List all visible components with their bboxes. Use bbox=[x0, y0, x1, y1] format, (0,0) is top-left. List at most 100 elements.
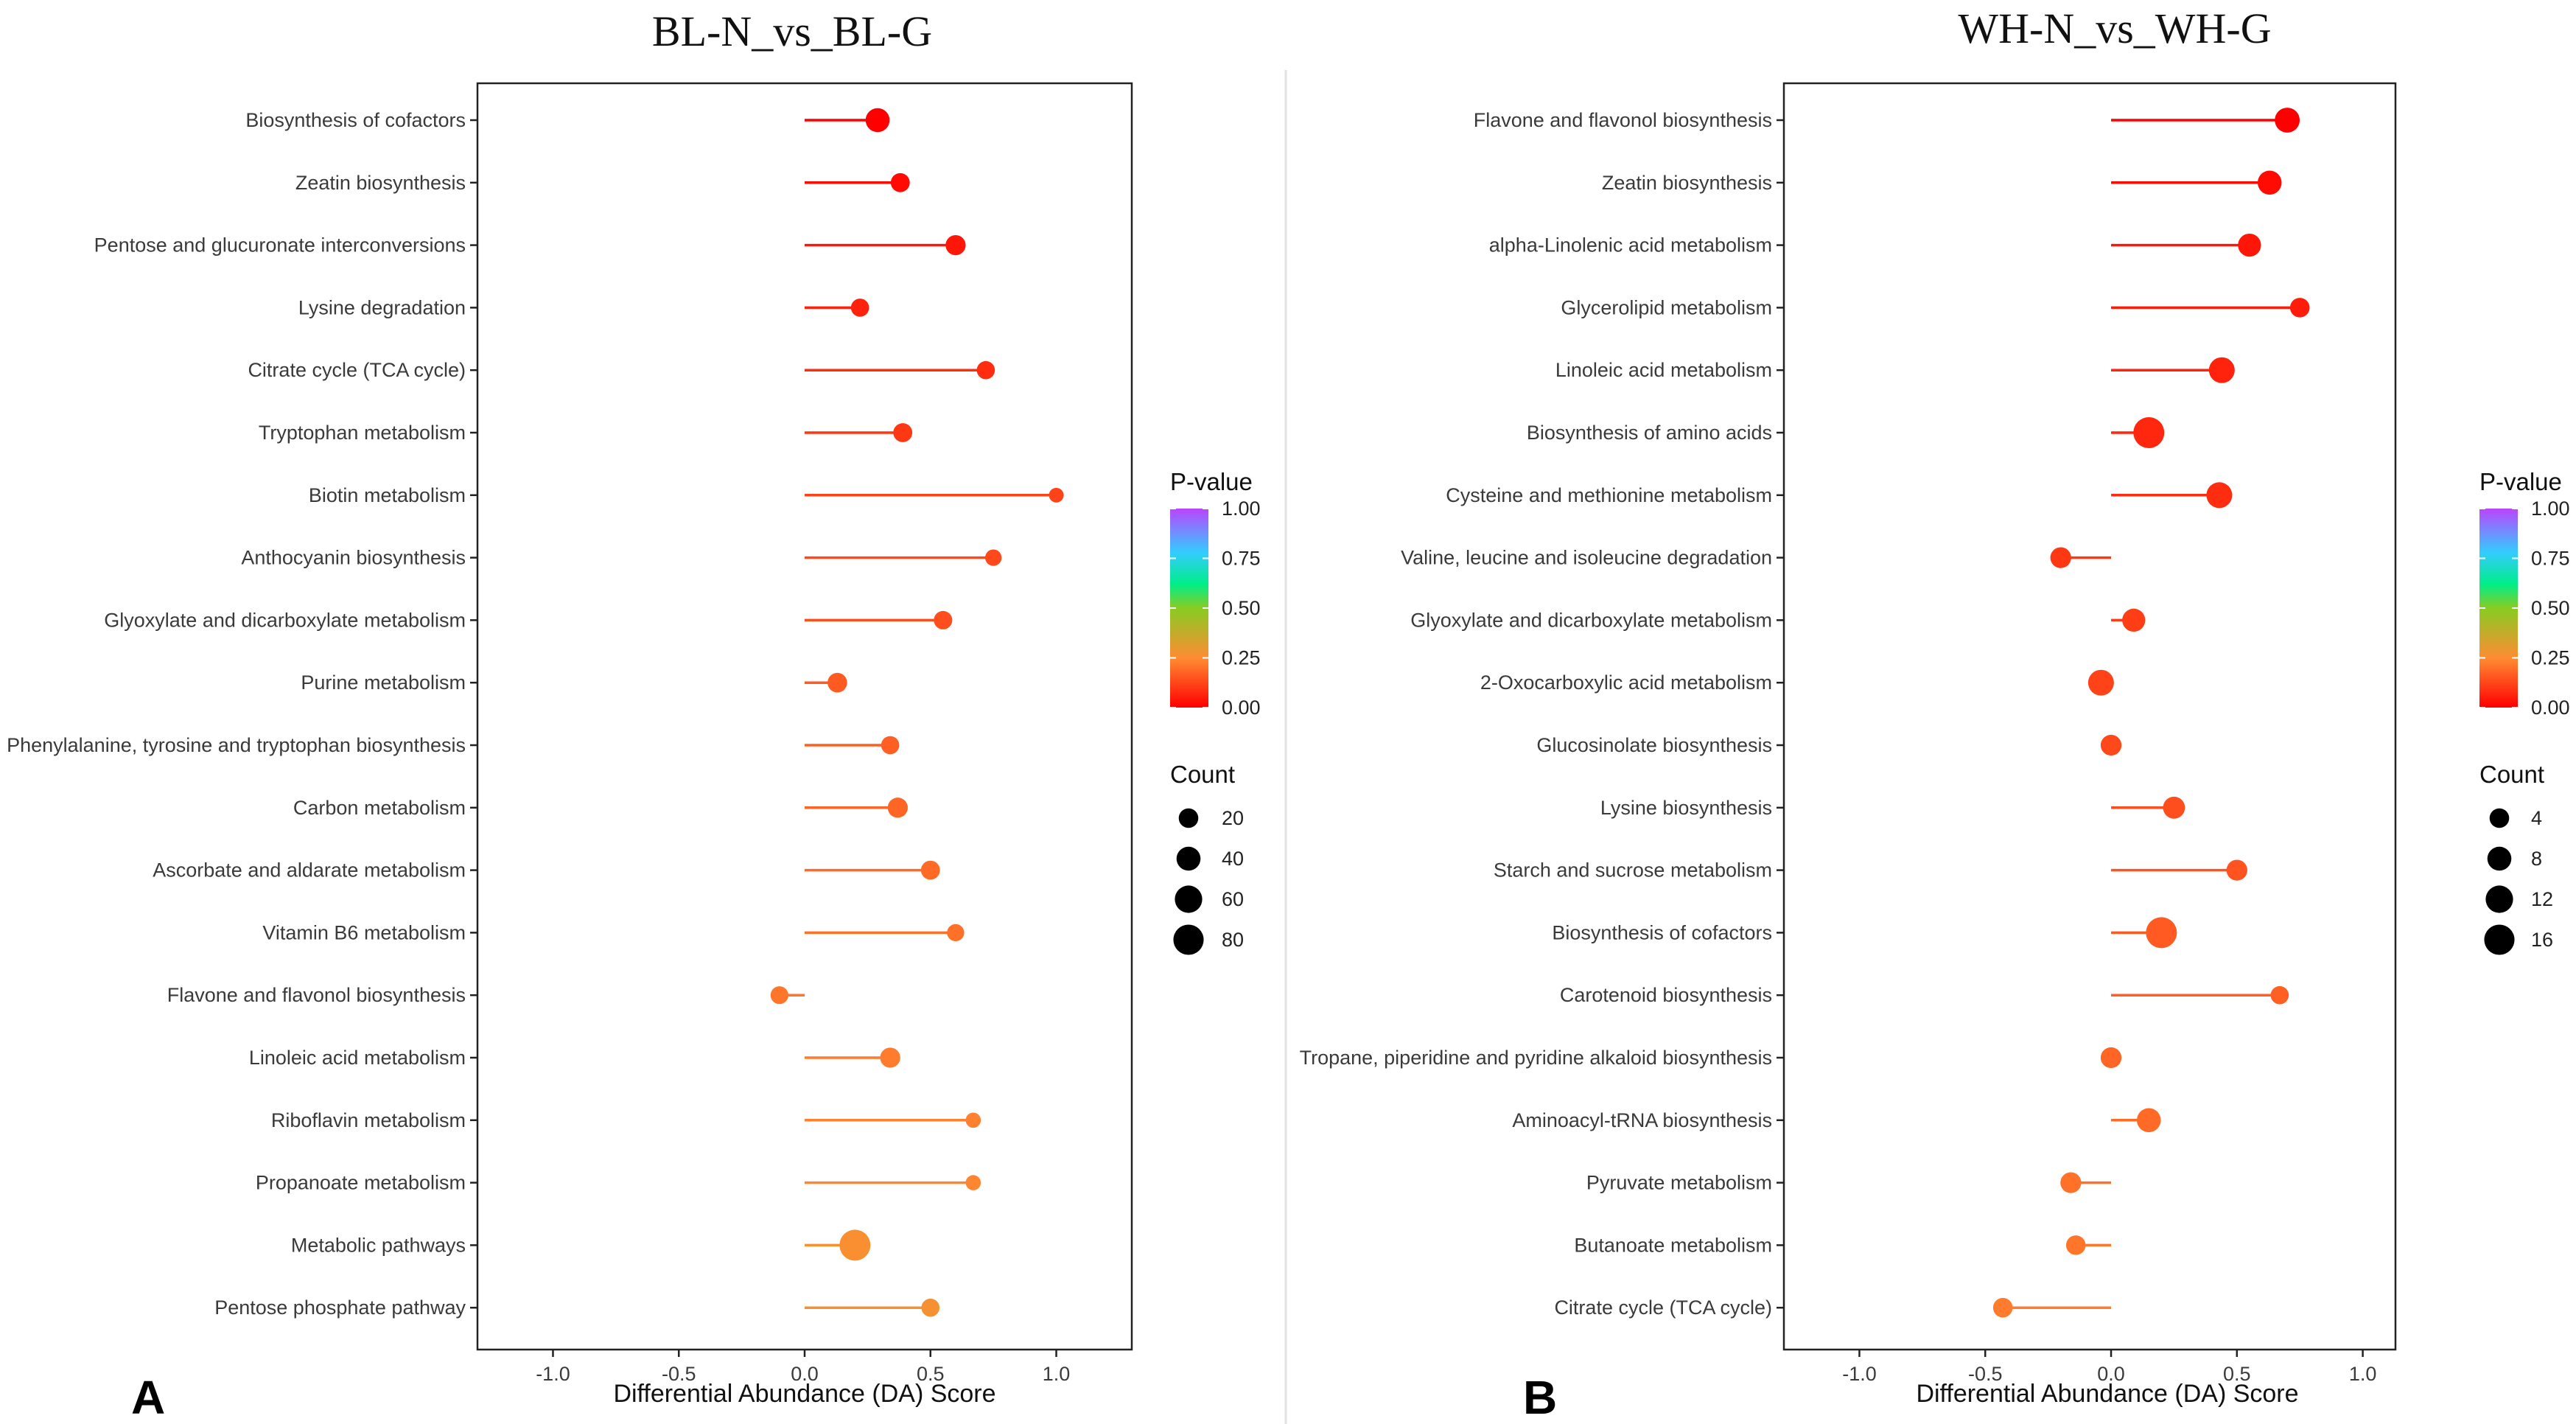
colorbar-tick-label: 0.50 bbox=[2531, 597, 2570, 619]
y-tick-label: Flavone and flavonol biosynthesis bbox=[167, 984, 466, 1006]
lollipop-point bbox=[1992, 1297, 2013, 1318]
count-legend-label: 60 bbox=[1222, 888, 1244, 910]
y-tick-label: Biotin metabolism bbox=[309, 484, 466, 506]
chart-panel-b: WH-N_vs_WH-G Flavone and flavonol biosyn… bbox=[1300, 4, 2570, 1424]
lollipop-point bbox=[1049, 487, 1064, 503]
count-legend-dot bbox=[2487, 846, 2512, 871]
y-tick-label: Pentose phosphate pathway bbox=[214, 1296, 466, 1319]
lollipop-point bbox=[2050, 547, 2071, 568]
colorbar-tick-label: 0.50 bbox=[1222, 597, 1261, 619]
colorbar-tick-label: 1.00 bbox=[1222, 498, 1261, 520]
y-tick-label: Lysine biosynthesis bbox=[1600, 797, 1772, 819]
x-tick-label: 0.0 bbox=[2097, 1363, 2125, 1385]
y-tick-label: Tropane, piperidine and pyridine alkaloi… bbox=[1300, 1047, 1772, 1069]
count-legend-dot bbox=[2484, 924, 2515, 955]
count-legend: Count 20 40 60 80 bbox=[1170, 761, 1244, 955]
y-tick-label: Purine metabolism bbox=[301, 671, 466, 694]
panel-label: A bbox=[131, 1371, 165, 1424]
chart-title: BL-N_vs_BL-G bbox=[652, 7, 932, 55]
y-tick-label: Citrate cycle (TCA cycle) bbox=[1554, 1296, 1772, 1319]
count-legend-label: 20 bbox=[1222, 807, 1244, 829]
lollipop-point bbox=[2122, 608, 2146, 632]
y-tick-label: Cysteine and methionine metabolism bbox=[1446, 484, 1772, 506]
y-tick-label: Tryptophan metabolism bbox=[259, 422, 466, 444]
y-tick-label: Starch and sucrose metabolism bbox=[1494, 859, 1772, 882]
count-legend: Count 4 8 12 16 bbox=[2479, 761, 2553, 955]
colorbar-tick-label: 0.75 bbox=[1222, 548, 1261, 570]
lollipop-point bbox=[2100, 1047, 2122, 1069]
plot-frame bbox=[476, 82, 1133, 1351]
lollipop-point bbox=[2226, 859, 2247, 881]
x-tick-label: -1.0 bbox=[1842, 1363, 1877, 1385]
lollipop-point bbox=[2087, 669, 2114, 696]
colorbar-tick-label: 0.75 bbox=[2531, 548, 2570, 570]
count-legend-dot bbox=[2485, 885, 2513, 913]
pvalue-legend-title: P-value bbox=[2479, 468, 2562, 495]
count-legend-label: 16 bbox=[2531, 929, 2553, 951]
y-tick-label: Glyoxylate and dicarboxylate metabolism bbox=[104, 609, 466, 631]
lollipop-point bbox=[2100, 734, 2122, 756]
y-tick-label: Pentose and glucuronate interconversions bbox=[94, 234, 466, 256]
x-tick-label: 0.0 bbox=[791, 1363, 819, 1385]
y-tick-label: Butanoate metabolism bbox=[1574, 1234, 1772, 1256]
y-tick-label: Vitamin B6 metabolism bbox=[262, 921, 466, 943]
panel-label: B bbox=[1523, 1371, 1557, 1424]
count-legend-label: 40 bbox=[1222, 848, 1244, 870]
lollipop-point bbox=[945, 234, 966, 256]
lollipop-point bbox=[2270, 985, 2289, 1005]
y-tick-label: Carbon metabolism bbox=[293, 797, 466, 819]
count-legend-dot bbox=[1178, 808, 1199, 828]
lollipop-point bbox=[887, 797, 909, 818]
lollipop-point bbox=[2238, 233, 2261, 257]
count-legend-label: 8 bbox=[2531, 848, 2542, 870]
x-tick-label: 1.0 bbox=[2349, 1363, 2377, 1385]
lollipop-point bbox=[880, 1047, 900, 1068]
lollipop-point bbox=[934, 610, 953, 629]
lollipop-point bbox=[921, 1298, 940, 1317]
lollipop-point bbox=[770, 986, 788, 1005]
lollipop-point bbox=[2208, 357, 2235, 383]
x-axis-label: Differential Abundance (DA) Score bbox=[1916, 1380, 2298, 1408]
lollipop-point bbox=[865, 108, 890, 133]
count-legend-label: 12 bbox=[2531, 888, 2553, 910]
plot-frame bbox=[1782, 82, 2397, 1351]
lollipop-point bbox=[920, 860, 940, 880]
x-tick-label: 0.5 bbox=[2223, 1363, 2251, 1385]
count-legend-dot bbox=[2489, 808, 2510, 828]
lollipop-point bbox=[893, 423, 913, 442]
y-tick-label: Riboflavin metabolism bbox=[271, 1109, 466, 1131]
y-tick-label: Biosynthesis of cofactors bbox=[1552, 921, 1772, 943]
y-tick-label: Metabolic pathways bbox=[291, 1234, 466, 1256]
lollipop-point bbox=[976, 360, 995, 380]
count-legend-dot bbox=[1175, 885, 1203, 913]
pvalue-colorbar bbox=[2479, 509, 2518, 708]
lollipop-point bbox=[850, 299, 869, 317]
y-tick-label: Anthocyanin biosynthesis bbox=[241, 547, 466, 569]
lollipop-point bbox=[2163, 796, 2185, 819]
count-legend-label: 4 bbox=[2531, 807, 2542, 829]
colorbar-tick-label: 0.00 bbox=[1222, 697, 1261, 719]
y-tick-label: 2-Oxocarboxylic acid metabolism bbox=[1480, 671, 1772, 694]
lollipop-point bbox=[965, 1112, 981, 1128]
x-axis-label: Differential Abundance (DA) Score bbox=[613, 1380, 995, 1408]
lollipop-point bbox=[947, 924, 965, 942]
lollipop-point bbox=[839, 1229, 871, 1261]
y-tick-label: Glyoxylate and dicarboxylate metabolism bbox=[1410, 609, 1772, 631]
count-legend-title: Count bbox=[2479, 761, 2544, 788]
y-tick-label: Zeatin biosynthesis bbox=[295, 172, 466, 194]
lollipop-point bbox=[2146, 917, 2177, 949]
count-legend-label: 80 bbox=[1222, 929, 1244, 951]
x-tick-label: -0.5 bbox=[662, 1363, 696, 1385]
lollipop-point bbox=[2065, 1235, 2086, 1255]
lollipop-point bbox=[2206, 482, 2233, 509]
lollipop-point bbox=[2275, 108, 2300, 133]
pvalue-legend: P-value 1.00 0.75 0.50 0.25 0.00 bbox=[1170, 468, 1261, 719]
y-tick-label: Linoleic acid metabolism bbox=[1555, 359, 1772, 381]
count-legend-title: Count bbox=[1170, 761, 1235, 788]
x-tick-label: 0.5 bbox=[917, 1363, 945, 1385]
lollipop-point bbox=[2289, 298, 2310, 318]
colorbar-tick-label: 0.25 bbox=[1222, 647, 1261, 669]
lollipop-point bbox=[2136, 1108, 2161, 1133]
x-tick-label: 1.0 bbox=[1043, 1363, 1071, 1385]
y-tick-label: alpha-Linolenic acid metabolism bbox=[1489, 234, 1772, 256]
